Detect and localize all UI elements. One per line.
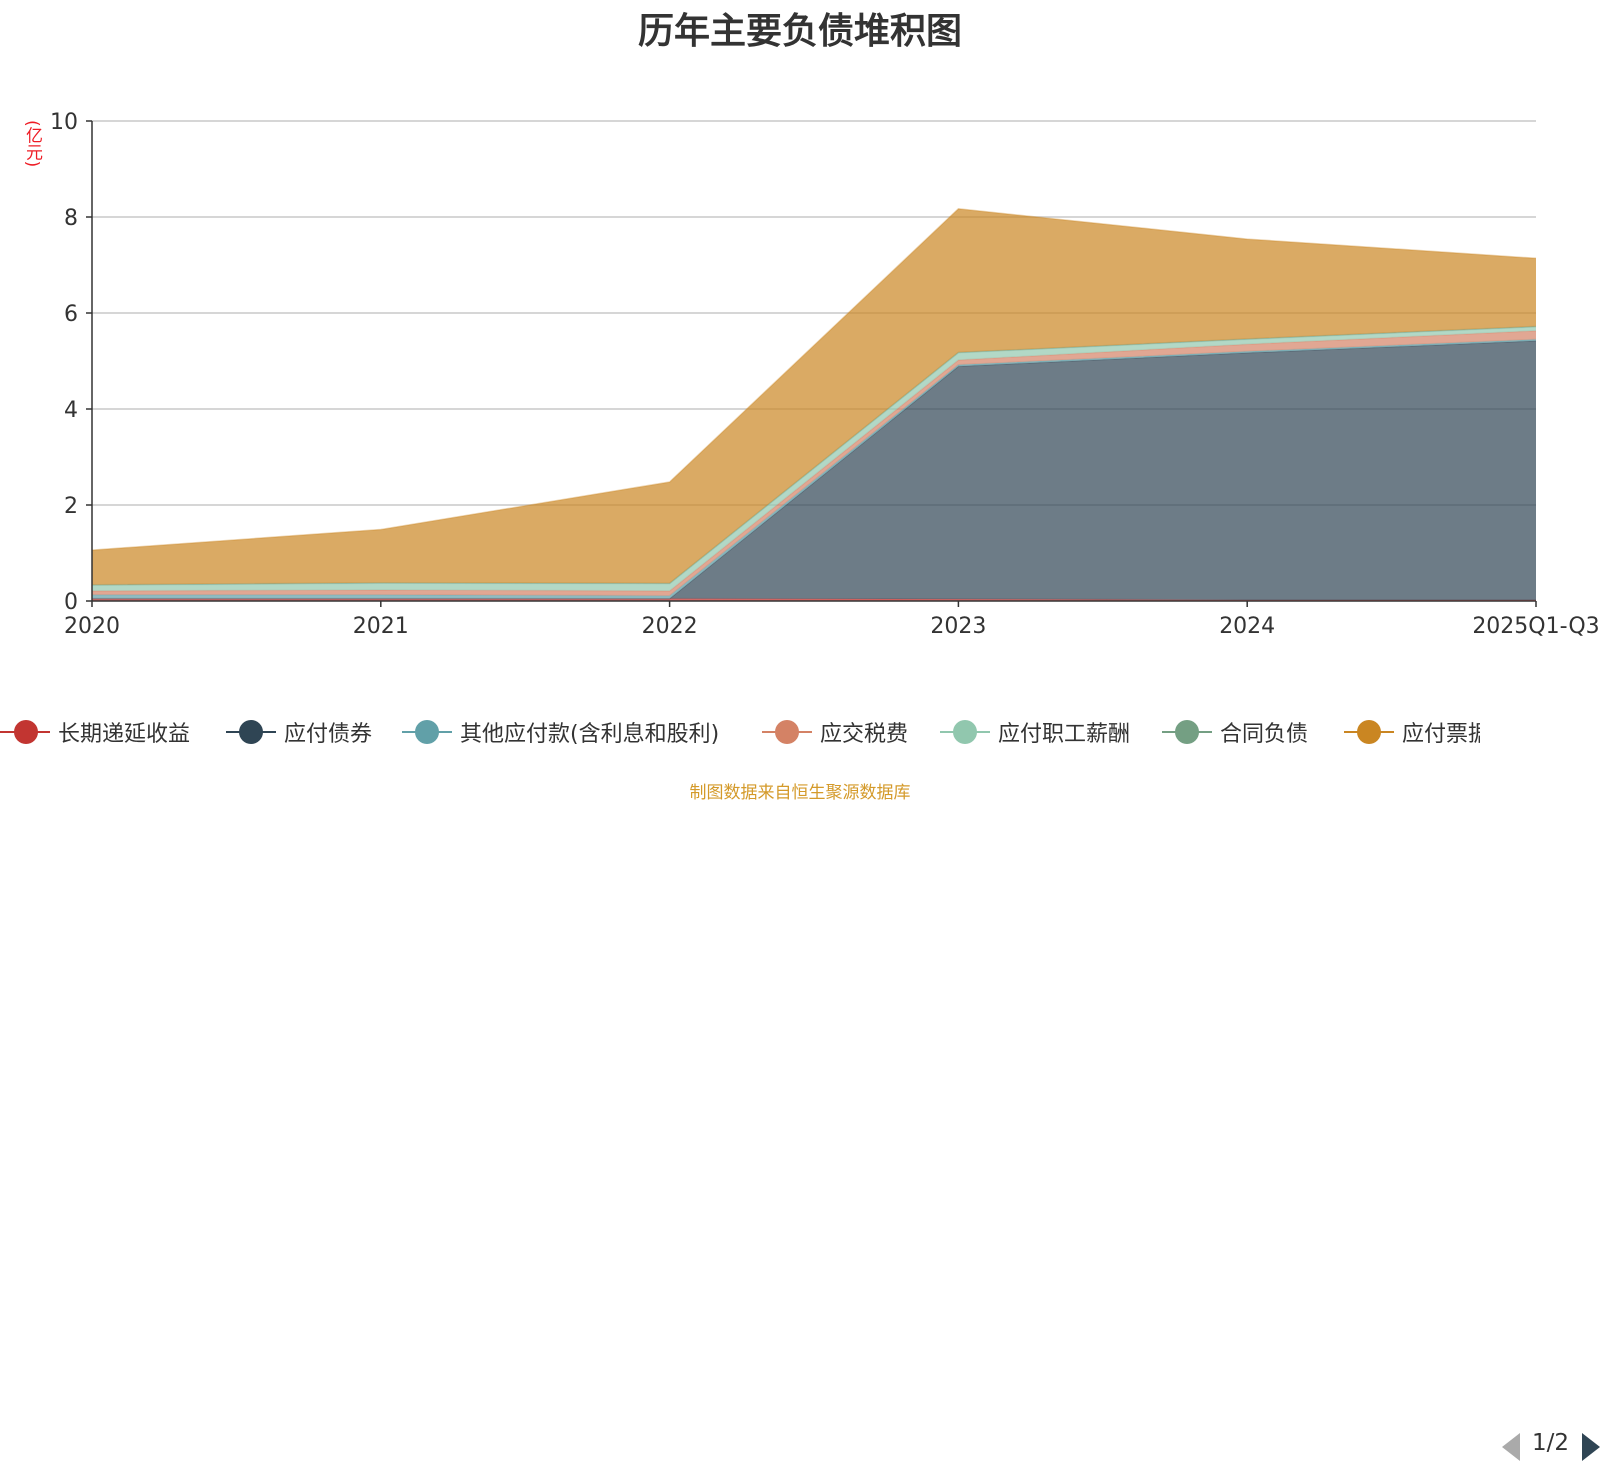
legend-item-label: 应付债券 <box>284 722 373 747</box>
chart-plot: 0 2 4 6 8 10 2020 2021 2022 2023 2024 2025Q1-Q3 <box>50 110 1600 639</box>
legend-marker-icon <box>402 719 452 745</box>
y-tick-label: 4 <box>64 398 78 423</box>
x-tick-label: 2020 <box>64 614 120 639</box>
legend-page-indicator: 1/2 <box>1532 1430 1570 1456</box>
legend-item[interactable]: 长期递延收益 <box>0 712 190 752</box>
legend-marker-icon <box>1162 719 1212 745</box>
legend-item[interactable]: 应付债券 <box>226 712 372 752</box>
axes: 0 2 4 6 8 10 2020 2021 2022 2023 2024 2025Q1-Q3 <box>50 110 1600 639</box>
legend-item-label: 应付票据 <box>1402 722 1480 747</box>
y-tick-label: 0 <box>64 590 78 615</box>
legend-marker-icon <box>940 719 990 745</box>
x-tick-label: 2023 <box>930 614 986 639</box>
area-series-6[interactable] <box>92 208 1536 585</box>
stacked-areas <box>91 208 1537 601</box>
legend-marker-icon <box>226 719 276 745</box>
legend-prev-page-icon[interactable] <box>1502 1433 1520 1461</box>
x-tick-label: 2024 <box>1219 614 1275 639</box>
legend-item[interactable]: 其他应付款(含利息和股利) <box>402 712 719 752</box>
y-tick-label: 10 <box>50 110 78 135</box>
y-axis-unit-label: (亿元) <box>22 120 42 168</box>
legend-item-label: 其他应付款(含利息和股利) <box>460 722 720 747</box>
legend: 长期递延收益 应付债券 其他应付款(含利息和股利) 应交税费 应付职工薪酬 合同负债 应付票… <box>0 712 1600 1461</box>
y-tick-label: 2 <box>64 494 78 519</box>
legend-marker-icon <box>762 719 812 745</box>
legend-item-label: 合同负债 <box>1220 722 1309 747</box>
area-series-1[interactable] <box>92 340 1536 600</box>
legend-items: 长期递延收益 应付债券 其他应付款(含利息和股利) 应交税费 应付职工薪酬 合同负债 应付票… <box>0 712 1480 752</box>
legend-item[interactable]: 应付职工薪酬 <box>940 712 1130 752</box>
x-tick-label: 2025Q1-Q3 <box>1472 614 1599 639</box>
y-tick-label: 6 <box>64 302 78 327</box>
x-tick-label: 2022 <box>642 614 698 639</box>
y-tick-label: 8 <box>64 206 78 231</box>
legend-item[interactable]: 应付票据 <box>1344 712 1480 752</box>
chart-title: 历年主要负债堆积图 <box>637 11 962 52</box>
x-tick-label: 2021 <box>353 614 409 639</box>
legend-item-label: 应付职工薪酬 <box>998 722 1131 747</box>
legend-next-page-icon[interactable] <box>1582 1433 1600 1461</box>
legend-item-label: 应交税费 <box>820 722 909 747</box>
legend-marker-icon <box>0 719 50 745</box>
legend-item-label: 长期递延收益 <box>58 722 191 747</box>
legend-marker-icon <box>1344 719 1394 745</box>
area-series-edge-6 <box>91 208 1537 551</box>
source-note: 制图数据来自恒生聚源数据库 <box>689 783 911 803</box>
legend-item[interactable]: 合同负债 <box>1162 712 1308 752</box>
legend-item[interactable]: 应交税费 <box>762 712 908 752</box>
